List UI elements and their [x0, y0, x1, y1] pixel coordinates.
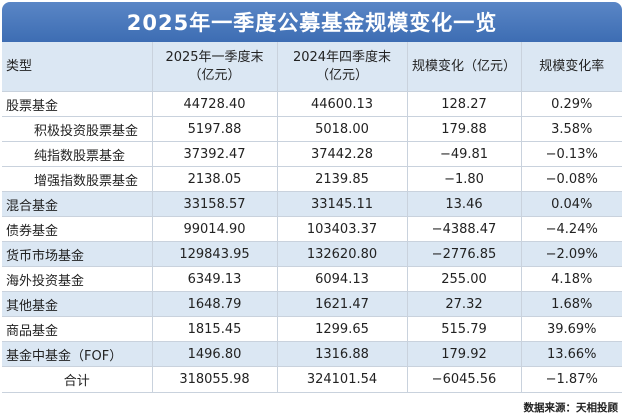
data-source-note: 数据来源：天相投顾: [523, 402, 619, 414]
table-row-active-stock: 积极投资股票基金 5197.88 5018.00 179.88 3.58%: [2, 116, 622, 142]
row-change-rate: −2.09%: [521, 241, 622, 267]
row-type: 商品基金: [2, 316, 153, 342]
header-q4-2024-unit: （亿元）: [315, 67, 368, 83]
row-change: 179.88: [407, 116, 522, 142]
row-type: 货币市场基金: [2, 241, 153, 267]
row-q1-2025: 1815.45: [152, 316, 278, 342]
row-change: 515.79: [407, 316, 522, 342]
row-change-rate: 0.29%: [521, 91, 622, 117]
row-q1-2025: 33158.57: [152, 191, 278, 217]
row-type: 积极投资股票基金: [2, 116, 153, 142]
row-type: 海外投资基金: [2, 266, 153, 292]
row-q1-2025: 6349.13: [152, 266, 278, 292]
row-change: −2776.85: [407, 241, 522, 267]
row-q4-2024: 1299.65: [277, 316, 408, 342]
row-change-rate: 0.04%: [521, 191, 622, 217]
row-type: 其他基金: [2, 291, 153, 317]
table-row-enhanced-index-stock: 增强指数股票基金 2138.05 2139.85 −1.80 −0.08%: [2, 166, 622, 192]
row-change: 179.92: [407, 341, 522, 367]
row-type: 混合基金: [2, 191, 153, 217]
row-change-rate: 4.18%: [521, 266, 622, 292]
table-title: 2025年一季度公募基金规模变化一览: [2, 2, 622, 42]
row-q1-2025: 44728.40: [152, 91, 278, 117]
row-q1-2025: 99014.90: [152, 216, 278, 242]
header-q4-2024: 2024年四季度末 （亿元）: [277, 42, 408, 92]
table-row-other: 其他基金 1648.79 1621.47 27.32 1.68%: [2, 291, 622, 317]
row-change-rate: −0.13%: [521, 141, 622, 167]
table-row-stock: 股票基金 44728.40 44600.13 128.27 0.29%: [2, 91, 622, 117]
header-row: 类型 2025年一季度末 （亿元） 2024年四季度末 （亿元） 规模变化（亿元…: [2, 42, 622, 92]
row-change-rate: 3.58%: [521, 116, 622, 142]
row-change: −4388.47: [407, 216, 522, 242]
fund-scale-table-panel: 2025年一季度公募基金规模变化一览 类型 2025年一季度末 （亿元） 202…: [2, 2, 622, 394]
row-q1-2025: 1648.79: [152, 291, 278, 317]
row-q1-2025: 2138.05: [152, 166, 278, 192]
row-change: −49.81: [407, 141, 522, 167]
header-q1-2025: 2025年一季度末 （亿元）: [152, 42, 278, 92]
row-q1-2025: 129843.95: [152, 241, 278, 267]
total-q1-2025: 318055.98: [152, 366, 278, 393]
row-change-rate: 13.66%: [521, 341, 622, 367]
row-change: −1.80: [407, 166, 522, 192]
header-q1-2025-line1: 2025年一季度末: [165, 49, 264, 65]
row-q4-2024: 1316.88: [277, 341, 408, 367]
row-type: 基金中基金（FOF）: [2, 341, 153, 367]
row-q4-2024: 103403.37: [277, 216, 408, 242]
table-row-pure-index-stock: 纯指数股票基金 37392.47 37442.28 −49.81 −0.13%: [2, 141, 622, 167]
table-row-total: 合计 318055.98 324101.54 −6045.56 −1.87%: [2, 366, 622, 393]
table-row-commodity: 商品基金 1815.45 1299.65 515.79 39.69%: [2, 316, 622, 342]
row-type: 债券基金: [2, 216, 153, 242]
row-q4-2024: 33145.11: [277, 191, 408, 217]
row-type: 增强指数股票基金: [2, 166, 153, 192]
header-type: 类型: [2, 42, 153, 92]
header-change-rate: 规模变化率: [521, 42, 622, 92]
row-q1-2025: 1496.80: [152, 341, 278, 367]
row-q4-2024: 44600.13: [277, 91, 408, 117]
table-row-mixed: 混合基金 33158.57 33145.11 13.46 0.04%: [2, 191, 622, 217]
fund-scale-table: 类型 2025年一季度末 （亿元） 2024年四季度末 （亿元） 规模变化（亿元…: [2, 42, 622, 393]
total-label: 合计: [2, 366, 153, 393]
row-type: 股票基金: [2, 91, 153, 117]
total-change-rate: −1.87%: [521, 366, 622, 393]
row-change-rate: −4.24%: [521, 216, 622, 242]
header-change: 规模变化（亿元）: [407, 42, 522, 92]
row-change: 13.46: [407, 191, 522, 217]
row-q4-2024: 37442.28: [277, 141, 408, 167]
row-type: 纯指数股票基金: [2, 141, 153, 167]
row-q1-2025: 37392.47: [152, 141, 278, 167]
table-row-bond: 债券基金 99014.90 103403.37 −4388.47 −4.24%: [2, 216, 622, 242]
row-q4-2024: 2139.85: [277, 166, 408, 192]
row-q4-2024: 132620.80: [277, 241, 408, 267]
row-q4-2024: 6094.13: [277, 266, 408, 292]
total-change: −6045.56: [407, 366, 522, 393]
table-row-money-market: 货币市场基金 129843.95 132620.80 −2776.85 −2.0…: [2, 241, 622, 267]
row-change-rate: 39.69%: [521, 316, 622, 342]
row-q4-2024: 5018.00: [277, 116, 408, 142]
header-q4-2024-line1: 2024年四季度末: [292, 49, 392, 65]
row-change-rate: −0.08%: [521, 166, 622, 192]
row-q4-2024: 1621.47: [277, 291, 408, 317]
row-q1-2025: 5197.88: [152, 116, 278, 142]
table-row-overseas: 海外投资基金 6349.13 6094.13 255.00 4.18%: [2, 266, 622, 292]
total-q4-2024: 324101.54: [277, 366, 408, 393]
header-q1-2025-unit: （亿元）: [188, 67, 241, 83]
row-change: 27.32: [407, 291, 522, 317]
table-row-fof: 基金中基金（FOF） 1496.80 1316.88 179.92 13.66%: [2, 341, 622, 367]
row-change: 128.27: [407, 91, 522, 117]
row-change: 255.00: [407, 266, 522, 292]
row-change-rate: 1.68%: [521, 291, 622, 317]
